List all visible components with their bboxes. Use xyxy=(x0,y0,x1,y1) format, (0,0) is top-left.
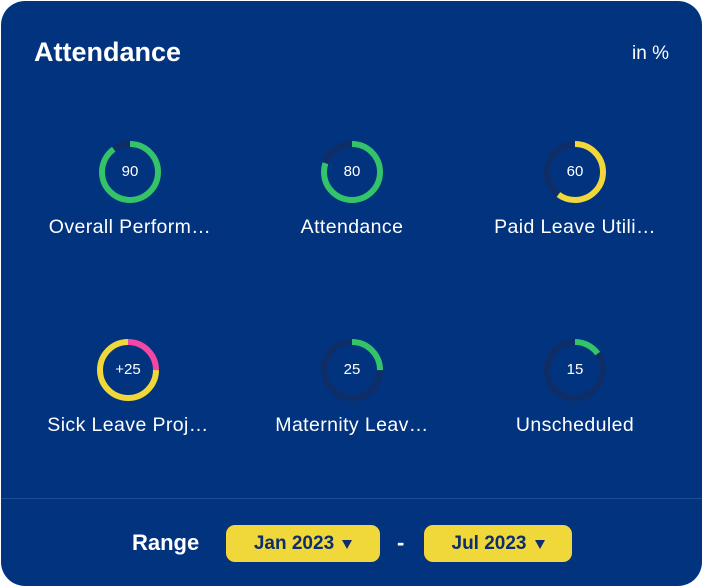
ring-value: 15 xyxy=(566,361,584,378)
progress-ring: 80 xyxy=(319,139,385,205)
end-date-value: Jul 2023 xyxy=(451,533,527,554)
ring-arc-yellow xyxy=(544,141,606,203)
start-date-value: Jan 2023 xyxy=(253,533,335,554)
metric-label: Attendance xyxy=(300,216,404,238)
card-title: Attendance xyxy=(34,37,182,67)
ring-arc-green xyxy=(544,339,606,401)
metric-label: Unscheduled xyxy=(515,414,635,436)
ring-value: 80 xyxy=(343,163,361,180)
progress-ring: +25 xyxy=(95,337,161,403)
ring-arc-green xyxy=(321,339,383,401)
metric-label: Paid Leave Utili… xyxy=(494,216,656,238)
metric-overall-performance: 90 Overall Perform… xyxy=(20,139,240,249)
caret-down-icon xyxy=(534,540,545,549)
metric-sick-leave-projection: +25 Sick Leave Proj… xyxy=(18,337,238,447)
range-footer: Range Jan 2023 - Jul 2023 xyxy=(1,498,702,586)
metric-paid-leave-utilization: 60 Paid Leave Utili… xyxy=(465,139,685,249)
metric-label: Overall Perform… xyxy=(48,216,212,238)
ring-value: 90 xyxy=(121,163,139,180)
caret-down-icon xyxy=(342,540,353,549)
progress-ring: 25 xyxy=(319,337,385,403)
metric-unscheduled: 15 Unscheduled xyxy=(465,337,685,447)
metric-maternity-leave: 25 Maternity Leav… xyxy=(242,337,462,447)
metric-label: Sick Leave Proj… xyxy=(47,414,209,436)
range-separator: - xyxy=(397,530,405,555)
range-label: Range xyxy=(132,530,200,555)
ring-value: +25 xyxy=(115,361,141,378)
ring-arc-green xyxy=(321,141,383,203)
progress-ring: 15 xyxy=(542,337,608,403)
progress-ring: 60 xyxy=(542,139,608,205)
end-date-dropdown[interactable]: Jul 2023 xyxy=(424,525,572,562)
metric-attendance: 80 Attendance xyxy=(242,139,462,249)
ring-value: 60 xyxy=(566,163,584,180)
ring-arc-green xyxy=(99,141,161,203)
ring-arc-yellow xyxy=(97,339,159,401)
unit-label: in % xyxy=(632,43,669,64)
ring-value: 25 xyxy=(343,361,361,378)
metric-label: Maternity Leav… xyxy=(275,414,429,436)
start-date-dropdown[interactable]: Jan 2023 xyxy=(226,525,380,562)
progress-ring: 90 xyxy=(97,139,163,205)
